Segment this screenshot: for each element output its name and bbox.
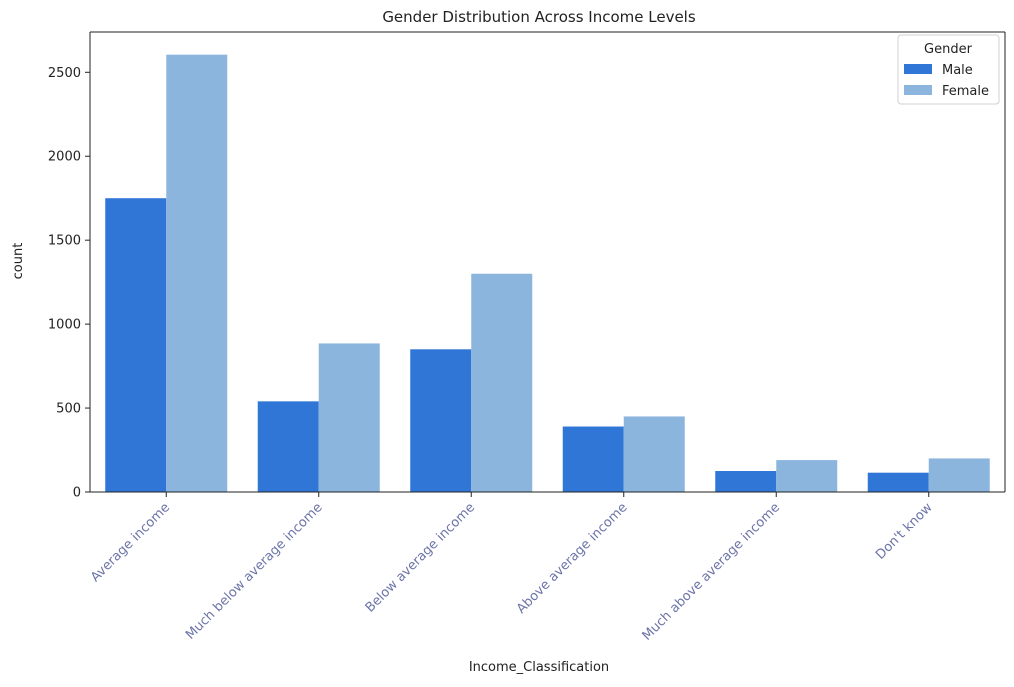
bar-female-2: [471, 273, 533, 492]
y-tick-label: 2500: [48, 66, 81, 81]
bar-male-0: [105, 198, 167, 492]
bars-layer: [105, 54, 990, 492]
y-tick-label: 500: [56, 402, 81, 417]
legend-swatch-female: [904, 85, 932, 95]
bar-male-2: [410, 349, 472, 492]
x-tick-label: Much below average income: [183, 500, 326, 643]
x-tick-label: Above average income: [514, 500, 631, 617]
x-axis-label: Income_Classification: [469, 660, 609, 675]
bar-female-3: [623, 416, 685, 492]
bar-male-4: [715, 471, 777, 492]
legend: Gender Male Female: [897, 34, 1000, 105]
x-tick-label: Don't know: [873, 500, 936, 563]
y-tick-label: 1000: [48, 318, 81, 333]
legend-items: Male Female: [904, 63, 989, 99]
legend-swatch-male: [904, 64, 932, 74]
bar-female-4: [776, 460, 838, 492]
y-tick-label: 1500: [48, 234, 81, 249]
x-tick-label: Average income: [88, 500, 173, 585]
bar-female-0: [166, 54, 228, 492]
bar-female-5: [928, 458, 990, 492]
bar-female-1: [318, 343, 380, 492]
chart-title: Gender Distribution Across Income Levels: [382, 8, 696, 26]
legend-title: Gender: [924, 42, 973, 57]
y-tick-label: 0: [73, 486, 81, 501]
y-axis-label: count: [11, 243, 26, 280]
bar-male-5: [867, 472, 929, 492]
legend-label-female: Female: [942, 84, 989, 99]
bar-male-3: [562, 426, 624, 492]
y-tick-label: 2000: [48, 150, 81, 165]
x-tick-label: Much above average income: [640, 500, 783, 643]
x-tick-label: Below average income: [363, 500, 478, 615]
bar-male-1: [257, 401, 319, 492]
legend-label-male: Male: [942, 63, 973, 78]
